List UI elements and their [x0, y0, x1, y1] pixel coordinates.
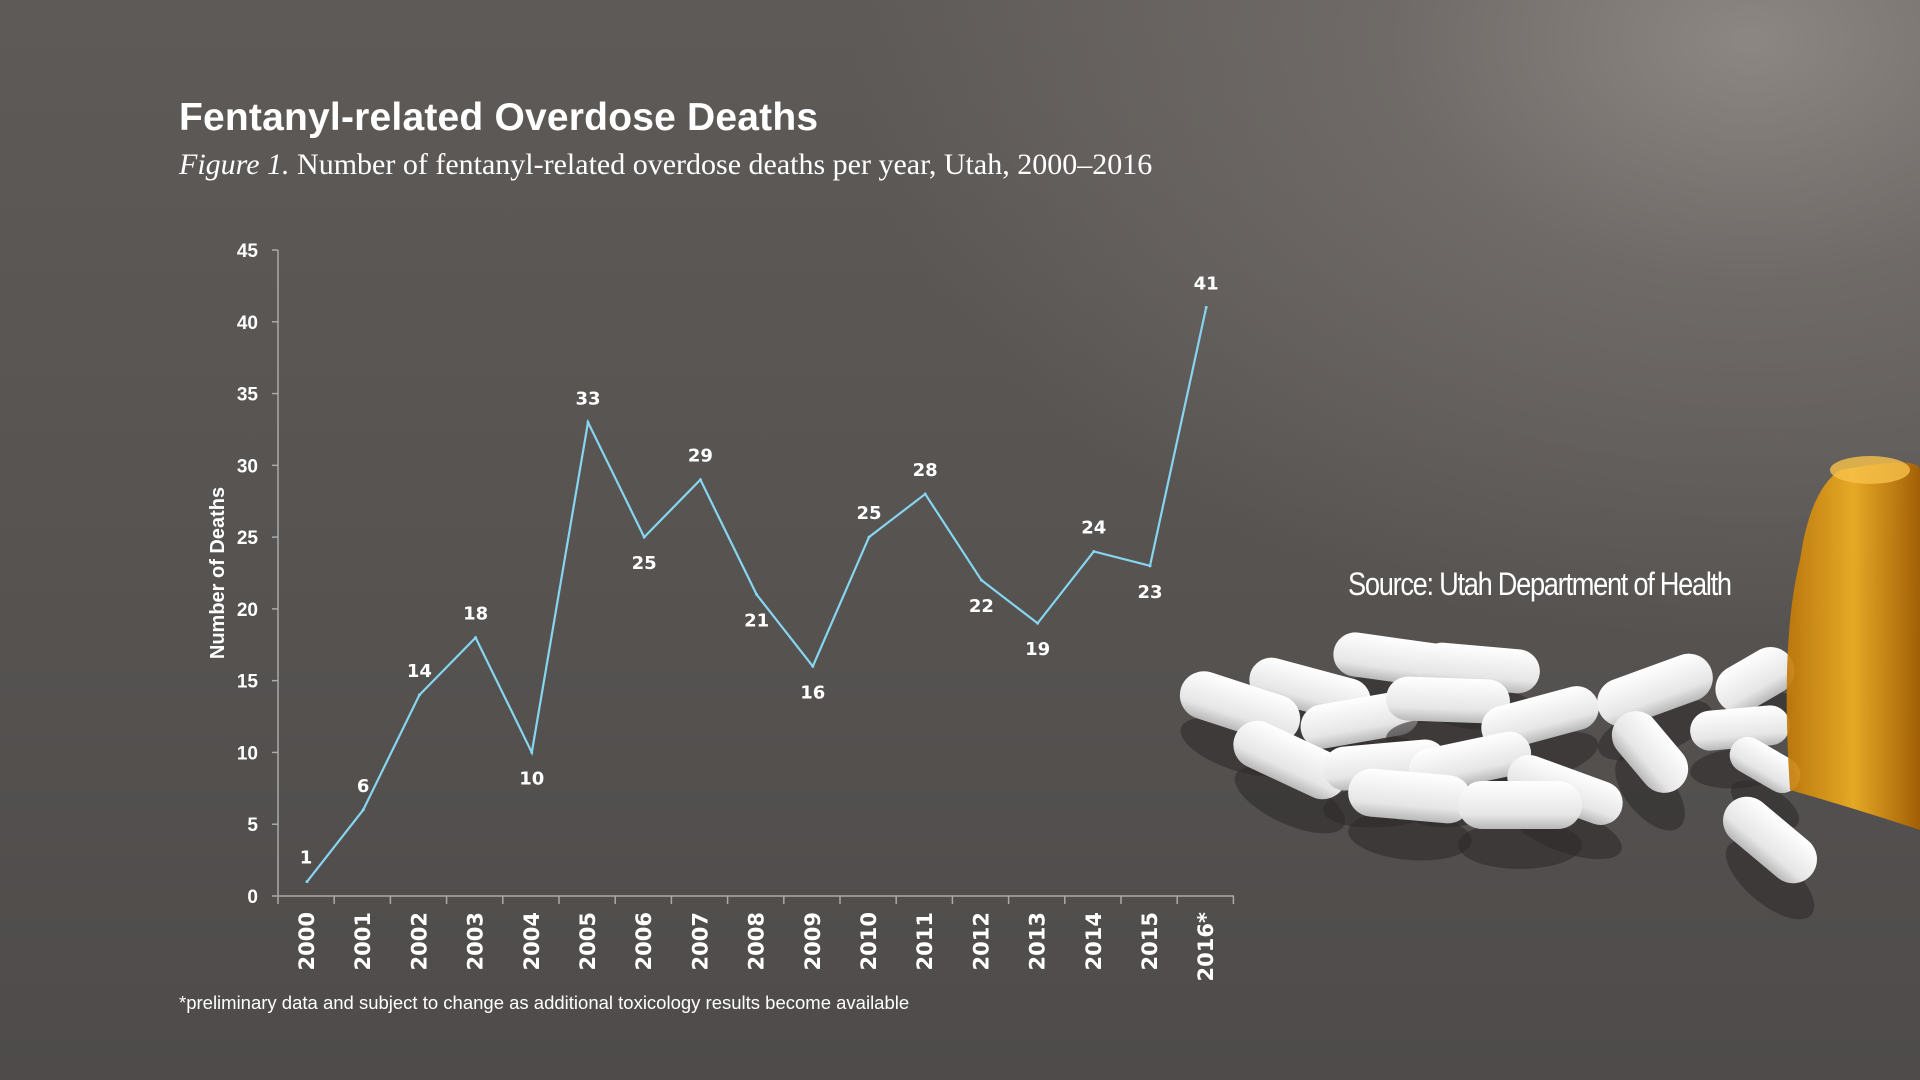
data-label: 33: [575, 388, 600, 409]
figure-caption-text: Number of fentanyl-related overdose deat…: [289, 148, 1153, 181]
x-tick-label: 2004: [520, 912, 544, 970]
data-label: 25: [632, 553, 657, 574]
y-tick-label: 20: [237, 600, 258, 621]
data-label: 1: [300, 848, 313, 869]
x-tick-label: 2006: [632, 912, 656, 970]
y-tick-label: 40: [237, 313, 258, 334]
y-tick-label: 25: [237, 528, 259, 549]
data-point: [867, 535, 871, 539]
data-point: [755, 593, 759, 597]
data-label: 19: [1025, 639, 1050, 660]
pill: [1723, 796, 1817, 884]
data-point: [923, 492, 927, 496]
data-point: [305, 880, 309, 884]
chart-title: Fentanyl-related Overdose Deaths: [179, 96, 819, 139]
data-label: 21: [744, 611, 769, 632]
x-tick-label: 2008: [745, 912, 769, 970]
data-point: [361, 808, 365, 812]
x-tick-label: 2011: [913, 912, 937, 970]
x-tick-label: 2000: [295, 912, 319, 970]
data-label: 23: [1137, 582, 1162, 603]
figure-caption: Figure 1. Number of fentanyl-related ove…: [179, 144, 1239, 186]
pill: [1233, 720, 1347, 800]
data-label: 22: [969, 596, 994, 617]
pill: [1348, 768, 1472, 824]
y-tick-label: 5: [247, 815, 258, 836]
data-point: [530, 750, 534, 754]
data-label: 6: [357, 776, 370, 797]
data-point: [811, 664, 815, 668]
source-note: Source: Utah Department of Health: [1348, 566, 1732, 602]
y-tick-label: 10: [237, 743, 258, 764]
x-tick-label: 2015: [1138, 912, 1162, 970]
data-point: [1036, 621, 1040, 625]
y-tick-label: 30: [237, 456, 258, 477]
pill: [1715, 647, 1795, 713]
x-tick-label: 2016*: [1194, 912, 1218, 981]
x-tick-label: 2002: [407, 912, 431, 970]
x-tick-label: 2010: [857, 912, 881, 970]
y-axis-label: Number of Deaths: [207, 487, 229, 659]
y-tick-label: 45: [237, 241, 259, 262]
data-label: 16: [800, 682, 825, 703]
pill-bottle: [1786, 462, 1920, 830]
data-point: [979, 578, 983, 582]
pill: [1690, 705, 1790, 751]
data-label: 28: [913, 460, 938, 481]
pill: [1458, 781, 1582, 829]
pills-photo: [1179, 456, 1920, 920]
figure-label: Figure 1.: [179, 148, 290, 181]
data-label: 14: [407, 661, 432, 682]
data-point: [1148, 564, 1152, 568]
x-tick-label: 2001: [351, 912, 375, 970]
footnote: *preliminary data and subject to change …: [179, 992, 910, 1013]
data-label: 24: [1081, 517, 1106, 538]
pill: [1597, 653, 1713, 727]
data-point: [642, 535, 646, 539]
x-tick-label: 2013: [1026, 912, 1050, 970]
x-tick-label: 2003: [464, 912, 488, 970]
y-tick-label: 15: [237, 672, 259, 693]
pill: [1611, 711, 1689, 793]
x-tick-label: 2012: [969, 912, 993, 970]
data-label: 10: [519, 768, 544, 789]
data-point: [474, 636, 478, 640]
pill: [1386, 676, 1510, 724]
y-tick-label: 35: [237, 385, 259, 406]
data-point: [586, 420, 590, 424]
data-label: 41: [1194, 273, 1219, 294]
data-point: [1204, 305, 1208, 309]
x-tick-label: 2014: [1082, 912, 1106, 970]
x-tick-label: 2007: [688, 912, 712, 970]
data-point: [417, 693, 421, 697]
y-tick-label: 0: [247, 887, 258, 908]
x-tick-label: 2005: [576, 912, 600, 970]
data-label: 25: [856, 503, 881, 524]
pill: [1729, 737, 1801, 793]
x-tick-label: 2009: [801, 912, 825, 970]
data-label: 18: [463, 604, 488, 625]
data-label: 29: [688, 446, 713, 467]
data-point: [698, 478, 702, 482]
data-point: [1092, 549, 1096, 553]
